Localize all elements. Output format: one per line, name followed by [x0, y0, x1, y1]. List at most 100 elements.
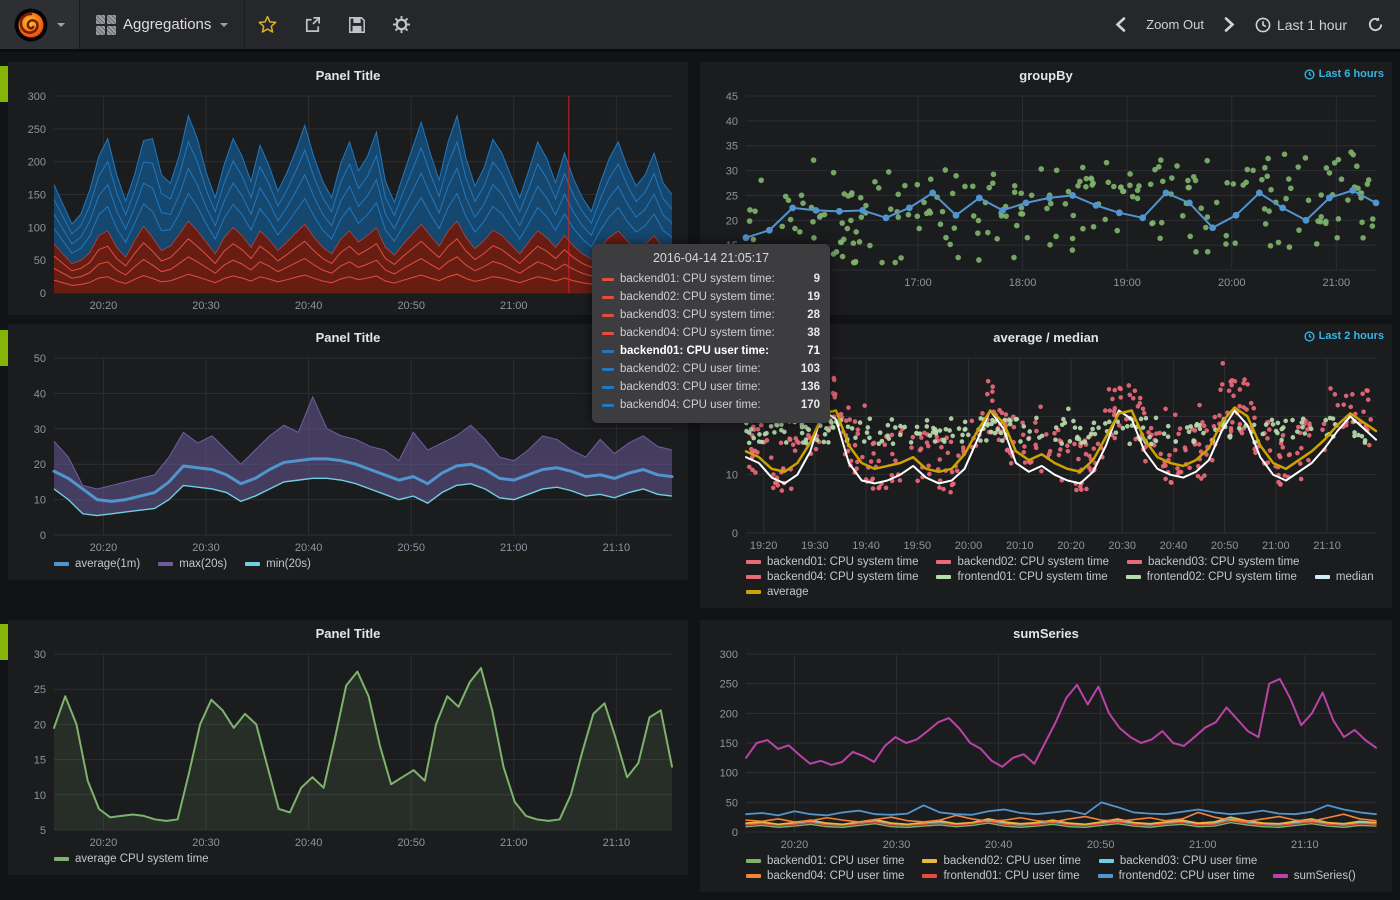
share-icon — [306, 16, 321, 33]
chart-canvas[interactable]: 0 50 100 150 200 250 300 20:20 20:30 20:40 20:50 21… — [8, 88, 688, 315]
tooltip-series-row: backend04: CPU user time: 170 — [602, 396, 820, 414]
legend-item[interactable]: frontend02: CPU system time — [1125, 571, 1297, 583]
chevron-down-icon — [57, 22, 65, 27]
refresh-button[interactable] — [1357, 0, 1400, 49]
time-back-button[interactable] — [1105, 0, 1136, 49]
svg-text:20:40: 20:40 — [295, 542, 323, 554]
svg-text:21:10: 21:10 — [603, 837, 631, 849]
svg-text:19:00: 19:00 — [1113, 277, 1141, 289]
legend-item[interactable]: backend03: CPU user time — [1098, 855, 1257, 867]
legend-item[interactable]: backend01: CPU user time — [746, 855, 904, 867]
svg-text:20:20: 20:20 — [1057, 540, 1085, 552]
legend-item[interactable]: backend02: CPU user time — [922, 855, 1081, 867]
panel-title[interactable]: sumSeries — [1013, 625, 1079, 641]
panel-title[interactable]: average / median — [993, 329, 1099, 345]
svg-text:21:00: 21:00 — [500, 837, 528, 849]
series-color-dash — [746, 560, 761, 564]
star-button[interactable] — [245, 0, 290, 49]
zoom-out-button[interactable]: Zoom Out — [1136, 0, 1214, 49]
legend-item[interactable]: sumSeries() — [1272, 870, 1356, 882]
svg-text:20:30: 20:30 — [192, 837, 220, 849]
panel-title[interactable]: Panel Title — [315, 329, 381, 345]
chart-canvas[interactable]: 5 10 15 20 25 30 20:20 20:30 20:40 20:50 21:00 21:1… — [8, 646, 688, 852]
panel-title[interactable]: Panel Title — [315, 67, 381, 83]
svg-text:20:40: 20:40 — [1160, 540, 1188, 552]
svg-text:20: 20 — [34, 719, 46, 731]
legend-item[interactable]: frontend02: CPU user time — [1097, 870, 1255, 882]
svg-text:250: 250 — [720, 679, 738, 691]
time-override-badge: Last 2 hours — [1304, 330, 1384, 342]
row-toggle[interactable] — [0, 624, 10, 660]
svg-text:40: 40 — [34, 388, 46, 400]
series-color-dash — [1314, 575, 1330, 579]
legend-item[interactable]: average — [746, 586, 809, 598]
svg-text:20: 20 — [34, 459, 46, 471]
panel-header: average / median Last 2 hours — [700, 324, 1392, 350]
legend-item[interactable]: median — [1314, 571, 1374, 583]
legend-item[interactable]: average(1m) — [54, 558, 140, 570]
series-color-dash — [746, 590, 761, 594]
svg-text:0: 0 — [40, 530, 46, 542]
series-color-dash — [1097, 874, 1113, 878]
svg-text:19:50: 19:50 — [904, 540, 932, 552]
legend-item[interactable]: backend01: CPU system time — [746, 556, 918, 568]
save-button[interactable] — [335, 0, 379, 49]
svg-text:18:00: 18:00 — [1009, 277, 1037, 289]
series-color-dash — [746, 874, 761, 878]
svg-text:30: 30 — [726, 166, 738, 178]
svg-text:20:20: 20:20 — [90, 542, 118, 554]
series-color-dash — [54, 562, 69, 566]
chart-canvas[interactable]: 010203019:2019:3019:4019:5020:0020:1020:… — [700, 350, 1392, 555]
legend-item[interactable]: backend04: CPU user time — [746, 870, 904, 882]
legend-item[interactable]: min(20s) — [245, 558, 311, 570]
svg-text:40: 40 — [726, 116, 738, 128]
legend-item[interactable]: frontend01: CPU system time — [936, 571, 1108, 583]
svg-text:100: 100 — [720, 768, 738, 780]
timepicker-button[interactable]: Last 1 hour — [1245, 0, 1357, 49]
grafana-logo-menu[interactable] — [0, 0, 79, 49]
legend-item[interactable]: frontend01: CPU user time — [922, 870, 1080, 882]
panel-title[interactable]: groupBy — [1019, 67, 1073, 83]
legend-item[interactable]: max(20s) — [158, 558, 227, 570]
svg-text:19:20: 19:20 — [750, 540, 778, 552]
svg-text:21:10: 21:10 — [1313, 540, 1341, 552]
svg-text:20:20: 20:20 — [90, 300, 118, 312]
series-color-dash — [158, 562, 174, 566]
svg-text:35: 35 — [726, 141, 738, 153]
time-forward-button[interactable] — [1214, 0, 1245, 49]
series-color-dash — [922, 874, 938, 878]
series-color-dash — [602, 331, 614, 335]
svg-text:20:40: 20:40 — [295, 300, 323, 312]
share-button[interactable] — [290, 0, 335, 49]
dashboard-title: Aggregations — [123, 16, 212, 33]
chart-canvas[interactable]: 101520253035404517:0018:0019:0020:0021:0… — [700, 88, 1392, 292]
chart-canvas[interactable]: 0 50 100 150 200 250 300 20:20 20:30 20:40 20:50 21… — [700, 646, 1392, 854]
panel-header: Panel Title — [8, 62, 688, 88]
series-color-dash — [602, 367, 614, 371]
row-toggle[interactable] — [0, 66, 10, 102]
series-color-dash — [922, 859, 938, 863]
legend-item[interactable]: backend02: CPU system time — [936, 556, 1109, 568]
dashboards-icon — [96, 14, 116, 35]
series-color-dash — [1098, 859, 1114, 863]
panel-title[interactable]: Panel Title — [315, 625, 381, 641]
series-color-dash — [602, 349, 614, 353]
legend-item[interactable]: backend03: CPU system time — [1126, 556, 1299, 568]
series-color-dash — [936, 575, 952, 579]
svg-text:20:50: 20:50 — [1211, 540, 1239, 552]
legend-item[interactable]: average CPU system time — [54, 853, 209, 865]
svg-text:30: 30 — [34, 424, 46, 436]
dashboard-picker[interactable]: Aggregations — [80, 0, 244, 49]
legend: average(1m) max(20s) min(20s) — [8, 557, 688, 580]
series-color-dash — [54, 857, 69, 861]
chart-canvas[interactable]: 0 10 20 30 40 50 20:20 20:30 20:40 20:50 21:00 21:1… — [8, 350, 688, 557]
svg-text:5: 5 — [40, 825, 46, 837]
svg-text:15: 15 — [34, 755, 46, 767]
svg-text:200: 200 — [28, 157, 46, 169]
series-color-dash — [602, 403, 614, 407]
settings-button[interactable] — [379, 0, 424, 49]
svg-text:20:40: 20:40 — [985, 839, 1013, 851]
legend-item[interactable]: backend04: CPU system time — [746, 571, 918, 583]
row-toggle[interactable] — [0, 330, 10, 366]
graph-tooltip: 2016-04-14 21:05:17 backend01: CPU syste… — [592, 244, 830, 423]
